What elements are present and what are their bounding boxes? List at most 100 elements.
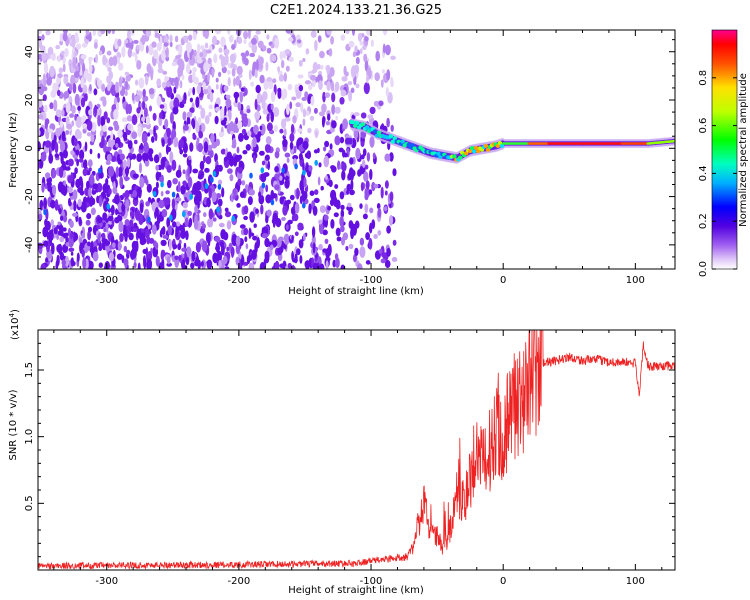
- spectrogram-cell: [159, 104, 165, 109]
- spectrogram-cell: [293, 145, 297, 154]
- spectrogram-cell: [103, 130, 107, 138]
- spectrogram-cell: [236, 65, 243, 75]
- spectrogram-cell: [166, 85, 173, 98]
- spectrogram-cell: [189, 142, 194, 152]
- spectrogram-cell: [225, 98, 232, 108]
- spectrogram-cell: [251, 43, 258, 54]
- spectrogram-cell: [60, 215, 64, 221]
- spectrogram-cell: [339, 136, 345, 144]
- spectrogram-cell: [93, 88, 98, 96]
- spectrogram-cell: [186, 41, 192, 54]
- spectrogram-cell: [113, 194, 120, 205]
- spectrogram-cell: [327, 205, 332, 211]
- spectrogram-cell: [89, 148, 93, 155]
- spectrogram-cell: [174, 35, 179, 43]
- colorbar: 0.0 0.2 0.4 0.6 0.8 Normalized spectral ampl…: [698, 29, 749, 277]
- spectrogram-cell: [334, 135, 341, 146]
- spectrogram-cell: [167, 179, 172, 189]
- spectrogram-cell: [327, 113, 331, 121]
- spectrogram-cell: [241, 180, 246, 186]
- spectrogram-cell: [61, 131, 66, 141]
- spectrogram-cell: [239, 110, 244, 115]
- spectrogram-cell: [385, 87, 389, 97]
- spectrogram-cell: [261, 98, 266, 110]
- spectrogram-cell: [258, 56, 264, 65]
- spectrogram-cell: [386, 247, 391, 257]
- spectrogram-cell: [313, 197, 320, 203]
- spectrogram-cell: [355, 147, 361, 160]
- y-tick-label: 0.5: [24, 495, 35, 511]
- spectrogram-cell: [270, 91, 276, 103]
- spectrogram-cell: [260, 167, 265, 174]
- spectrogram-cell: [182, 124, 189, 131]
- spectrogram-cell: [366, 152, 371, 162]
- spectrogram-cell: [249, 52, 256, 58]
- spectrogram-cell: [354, 247, 359, 257]
- spectrogram-cell: [225, 94, 231, 100]
- spectrogram-cell: [132, 173, 139, 179]
- spectrogram-cell: [146, 183, 152, 193]
- spectrogram-cell: [210, 133, 215, 144]
- spectrogram-cell: [44, 140, 52, 148]
- spectrogram-cell: [125, 75, 131, 82]
- spectrogram-cell: [314, 39, 318, 52]
- spectrogram-cell: [274, 37, 280, 49]
- spectrogram-cell: [284, 152, 291, 158]
- spectrogram-cell: [222, 255, 228, 265]
- spectrogram-cell: [108, 166, 115, 177]
- spectrogram-cell: [242, 53, 247, 62]
- spectrogram-cell: [187, 210, 193, 216]
- spectrogram-cell: [107, 66, 112, 72]
- spectrogram-cell: [147, 148, 154, 155]
- snr-y-multiplier-base: (x10: [10, 317, 21, 340]
- spectrogram-cell: [138, 77, 145, 89]
- spectrogram-cell: [196, 49, 202, 61]
- spectrogram-cell: [89, 173, 95, 186]
- spectrogram-cell: [311, 226, 316, 238]
- spectrogram-cell: [144, 152, 150, 162]
- spectrogram-cell: [61, 109, 65, 117]
- spectrogram-cell: [380, 258, 386, 264]
- spectrogram-cell: [69, 113, 75, 118]
- spectrogram-cell: [360, 140, 365, 147]
- spectrogram-cell: [339, 191, 345, 200]
- spectrogram-cell: [205, 156, 212, 165]
- spectrogram-cell: [365, 232, 370, 241]
- spectrogram-cell: [227, 76, 231, 87]
- spectrogram-cell: [74, 65, 79, 72]
- spectrogram-cell: [88, 109, 93, 116]
- spectrogram-cell: [340, 209, 345, 219]
- spectrogram-cell: [38, 242, 44, 249]
- spectrogram-cell: [329, 143, 333, 150]
- spectrogram-cell: [48, 153, 54, 164]
- spectrogram-cell: [196, 137, 200, 143]
- spectrogram-cell: [220, 119, 227, 126]
- spectrogram-cell: [70, 251, 74, 256]
- spectrogram-cell: [200, 122, 206, 133]
- spectrogram-cell: [341, 162, 347, 172]
- spectrogram-cell: [318, 243, 323, 251]
- spectrogram-cell: [100, 115, 106, 127]
- spectrogram-cell: [264, 143, 271, 153]
- spectrogram-cell: [55, 260, 59, 269]
- spectrogram-cell: [57, 229, 64, 236]
- spectrogram-cell: [246, 108, 251, 114]
- spectrogram-cell: [81, 232, 86, 239]
- spectrogram-cell: [62, 227, 67, 232]
- spectrogram-cell: [236, 203, 241, 208]
- spectrogram-cell: [102, 212, 108, 221]
- spectrogram-cell: [277, 66, 280, 73]
- spectrogram-cell: [282, 138, 288, 148]
- spectrogram-cell: [63, 75, 69, 85]
- spectrogram-cell: [119, 175, 124, 188]
- spectrogram-cell: [166, 256, 171, 265]
- spectrogram-cell: [117, 129, 123, 138]
- spectrogram-cell: [136, 153, 143, 163]
- spectrogram-cell: [74, 113, 77, 121]
- spectrogram-cell: [195, 242, 201, 253]
- spectrogram-cell: [254, 98, 258, 110]
- spectrogram-cell: [273, 106, 280, 118]
- spectrogram-cell: [194, 205, 199, 214]
- spectrogram-cell: [305, 48, 310, 55]
